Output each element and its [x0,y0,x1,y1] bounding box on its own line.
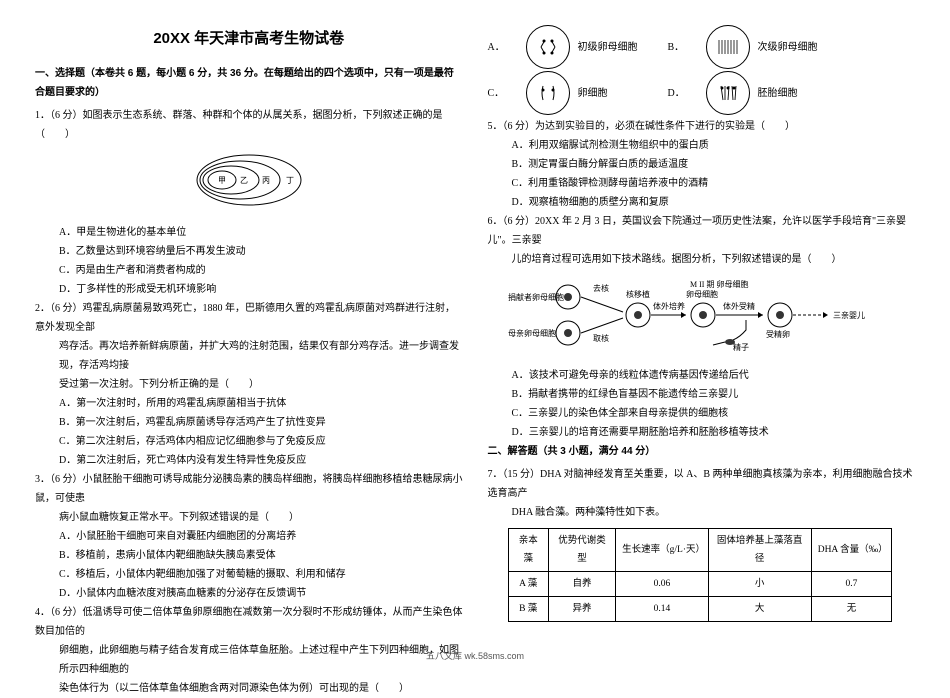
table-row: B 藻 异养 0.14 大 无 [508,597,892,622]
q1-stem: 1．（6 分）如图表示生态系统、群落、种群和个体的从属关系，据图分析，下列叙述正… [35,106,463,144]
svg-text:卵母细胞: 卵母细胞 [686,289,718,299]
table-header-row: 亲本藻 优势代谢类型 生长速率（g/L·天） 固体培养基上藻落直径 DHA 含量… [508,529,892,572]
svg-text:捐献者卵母细胞: 捐献者卵母细胞 [508,292,564,302]
q3-opt-c: C．移植后，小鼠体内靶细胞加强了对葡萄糖的摄取、利用和储存 [35,565,463,584]
q6-opt-d: D．三亲婴儿的培育还需要早期胚胎培养和胚胎移植等技术 [488,423,916,442]
cell-d-icon [706,71,750,115]
q4-opt-c-letter: C． [488,84,518,103]
q1-figure: 甲 乙 丙 丁 [35,152,463,215]
q6-stem-1: 6．（6 分）20XX 年 2 月 3 日，英国议会下院通过一项历史性法案，允许… [488,212,916,250]
table-row: A 藻 自养 0.06 小 0.7 [508,572,892,597]
svg-text:乙: 乙 [240,176,248,185]
svg-text:核移植: 核移植 [626,289,650,299]
svg-text:甲: 甲 [218,176,226,185]
svg-text:体外培养: 体外培养 [653,301,685,311]
th-0: 亲本藻 [508,529,548,572]
svg-text:丙: 丙 [262,176,270,185]
q3-stem-2: 病小鼠血糖恢复正常水平。下列叙述错误的是（ ） [35,508,463,527]
q4-opt-a-text: 初级卵母细胞 [578,38,638,57]
q4-row-cd: C． 卵细胞 D． 胚胎细胞 [488,71,916,115]
q3-opt-b: B．移植前，患病小鼠体内靶细胞缺失胰岛素受体 [35,546,463,565]
q4-row-ab: A． 初级卵母细胞 B． 次级卵母细胞 [488,25,916,69]
q1-opt-b: B．乙数量达到环境容纳量后不再发生波动 [35,242,463,261]
cell-a-icon [526,25,570,69]
q5-opt-c: C．利用重铬酸钾检测酵母菌培养液中的酒精 [488,174,916,193]
svg-text:体外受精: 体外受精 [723,301,755,311]
q1-opt-c: C．丙是由生产者和消费者构成的 [35,261,463,280]
q5-stem: 5．（6 分）为达到实验目的，必须在碱性条件下进行的实验是（ ） [488,117,916,136]
th-4: DHA 含量（‰） [811,529,892,572]
q6-opt-c: C．三亲婴儿的染色体全部来自母亲提供的细胞核 [488,404,916,423]
q7-stem-1: 7．（15 分）DHA 对脑神经发育至关重要，以 A、B 两种单细胞真核藻为亲本… [488,465,916,503]
q2-opt-b: B．第一次注射后，鸡霍乱病原菌诱导存活鸡产生了抗性变异 [35,413,463,432]
q4-opt-d-text: 胚胎细胞 [758,84,798,103]
cell-c-icon [526,71,570,115]
q4-opt-b-letter: B． [668,38,698,57]
left-column: 20XX 年天津市高考生物试卷 一、选择题（本卷共 6 题，每小题 6 分，共 … [35,25,463,620]
q5-opt-a: A．利用双缩脲试剂检测生物组织中的蛋白质 [488,136,916,155]
svg-text:母亲卵母细胞: 母亲卵母细胞 [508,328,556,338]
q7-stem-2: DHA 融合藻。两种藻特性如下表。 [488,503,916,522]
right-column: A． 初级卵母细胞 B． 次级卵母细胞 C． 卵细胞 D． 胚胎细胞 5．（6 … [488,25,916,620]
page-footer: 五八文库 wk.58sms.com [0,649,950,662]
q4-stem-1: 4．（6 分）低温诱导可使二倍体草鱼卵原细胞在减数第一次分裂时不形成纺锤体，从而… [35,603,463,641]
q2-opt-c: C．第二次注射后，存活鸡体内相应记忆细胞参与了免疫反应 [35,432,463,451]
section1-header: 一、选择题（本卷共 6 题，每小题 6 分，共 36 分。在每题给出的四个选项中… [35,64,463,102]
th-1: 优势代谢类型 [548,529,615,572]
svg-text:M II 期 卵母细胞: M II 期 卵母细胞 [690,279,748,289]
svg-text:丁: 丁 [286,176,294,185]
svg-text:取核: 取核 [593,333,609,343]
q7-table: 亲本藻 优势代谢类型 生长速率（g/L·天） 固体培养基上藻落直径 DHA 含量… [508,528,893,622]
q5-opt-b: B．测定胃蛋白酶分解蛋白质的最适温度 [488,155,916,174]
q2-stem-3: 受过第一次注射。下列分析正确的是（ ） [35,375,463,394]
q4-opt-b-text: 次级卵母细胞 [758,38,818,57]
q1-opt-a: A．甲是生物进化的基本单位 [35,223,463,242]
q4-opt-d-letter: D． [668,84,698,103]
th-3: 固体培养基上藻落直径 [708,529,811,572]
q6-diagram: 捐献者卵母细胞 母亲卵母细胞 去核 取核 核移植 体外培养 M II 期 卵母细… [508,275,916,360]
q4-stem-3: 染色体行为（以二倍体草鱼体细胞含两对同源染色体为例）可出现的是（ ） [35,679,463,698]
svg-text:三亲婴儿: 三亲婴儿 [833,310,865,320]
svg-text:受精卵: 受精卵 [766,329,790,339]
exam-title: 20XX 年天津市高考生物试卷 [35,25,463,54]
q2-stem-2: 鸡存活。再次培养新鲜病原菌，并扩大鸡的注射范围，结果仅有部分鸡存活。进一步调查发… [35,337,463,375]
q1-opt-d: D．丁多样性的形成受无机环境影响 [35,280,463,299]
q6-opt-a: A．该技术可避免母亲的线粒体遗传病基因传递给后代 [488,366,916,385]
q2-stem-1: 2．（6 分）鸡霍乱病原菌易致鸡死亡，1880 年，巴斯德用久置的鸡霍乱病原菌对… [35,299,463,337]
q2-opt-d: D．第二次注射后，死亡鸡体内没有发生特异性免疫反应 [35,451,463,470]
th-2: 生长速率（g/L·天） [616,529,709,572]
q6-opt-b: B．捐献者携带的红绿色盲基因不能遗传给三亲婴儿 [488,385,916,404]
svg-text:去核: 去核 [593,283,609,293]
q3-opt-a: A．小鼠胚胎干细胞可来自对囊胚内细胞团的分离培养 [35,527,463,546]
q4-opt-c-text: 卵细胞 [578,84,608,103]
q2-opt-a: A．第一次注射时，所用的鸡霍乱病原菌相当于抗体 [35,394,463,413]
svg-text:精子: 精子 [733,342,749,352]
q3-stem-1: 3．（6 分）小鼠胚胎干细胞可诱导成能分泌胰岛素的胰岛样细胞，将胰岛样细胞移植给… [35,470,463,508]
q5-opt-d: D．观察植物细胞的质壁分离和复原 [488,193,916,212]
cell-b-icon [706,25,750,69]
q3-opt-d: D．小鼠体内血糖浓度对胰高血糖素的分泌存在反馈调节 [35,584,463,603]
section2-header: 二、解答题（共 3 小题，满分 44 分） [488,442,916,461]
q4-opt-a-letter: A． [488,38,518,57]
q6-stem-2: 儿的培育过程可选用如下技术路线。据图分析，下列叙述错误的是（ ） [488,250,916,269]
